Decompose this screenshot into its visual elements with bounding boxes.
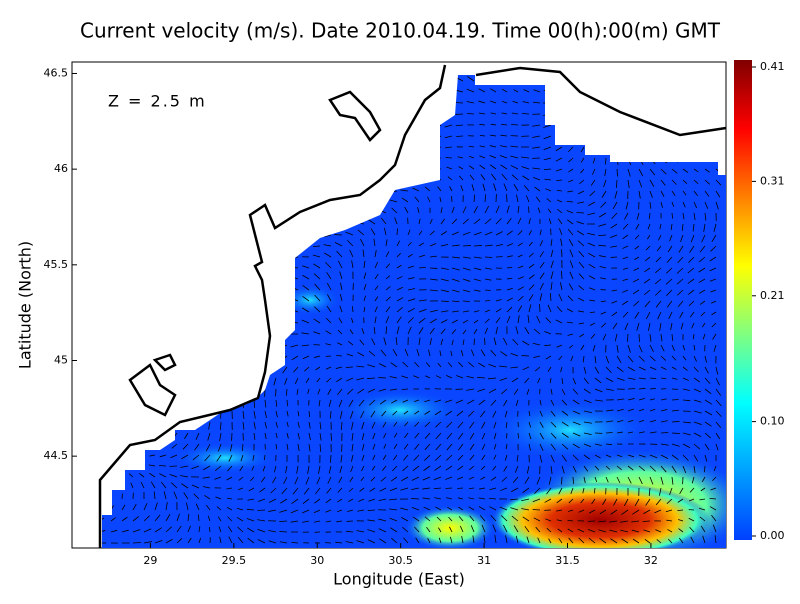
velocity-arrow — [331, 433, 332, 441]
velocity-arrow — [506, 433, 507, 438]
velocity-arrow — [474, 245, 482, 246]
x-tick-label: 31 — [477, 554, 491, 567]
velocity-arrow — [661, 432, 668, 433]
velocity-arrow — [672, 433, 680, 434]
velocity-arrow — [485, 300, 490, 301]
velocity-arrow — [485, 290, 491, 291]
velocity-arrow — [378, 377, 386, 378]
velocity-arrow — [672, 421, 679, 422]
x-axis-label: Longitude (East) — [333, 570, 465, 589]
velocity-arrow — [561, 477, 562, 484]
velocity-arrow — [522, 113, 529, 114]
velocity-arrow — [605, 158, 606, 164]
colorbar-tick-label: 0.41 — [760, 60, 785, 73]
velocity-arrow — [485, 257, 492, 258]
velocity-arrow — [264, 455, 265, 460]
x-tick-label: 31.5 — [555, 554, 580, 567]
velocity-arrow — [287, 400, 288, 406]
velocity-arrow — [411, 498, 419, 499]
y-tick-label: 45.5 — [44, 258, 69, 271]
velocity-arrow — [397, 228, 398, 235]
y-tick-label: 46.5 — [44, 66, 69, 79]
depth-annotation: Z = 2.5 m — [108, 92, 207, 111]
velocity-arrow — [544, 345, 551, 346]
velocity-arrow — [209, 527, 210, 532]
colorbar-tick-label: 0.21 — [760, 289, 785, 302]
velocity-arrow — [539, 304, 540, 312]
colorbar-tick-label: 0.10 — [760, 415, 785, 428]
x-tick-label: 32 — [644, 554, 658, 567]
velocity-arrow — [573, 477, 574, 484]
x-tick-label: 30 — [310, 554, 324, 567]
speed-patch — [175, 443, 275, 473]
velocity-arrow — [518, 433, 519, 439]
velocity-arrow — [643, 521, 650, 522]
velocity-arrow — [479, 124, 485, 125]
velocity-arrow — [220, 422, 221, 430]
velocity-arrow — [159, 465, 166, 466]
y-tick-label: 45 — [54, 353, 68, 366]
velocity-arrow — [457, 488, 463, 489]
x-tick-label: 29.5 — [222, 554, 247, 567]
velocity-arrow — [704, 466, 705, 472]
chart-title: Current velocity (m/s). Date 2010.04.19.… — [80, 19, 721, 43]
colorbar-tick-label: 0.00 — [760, 529, 785, 542]
y-axis-label: Latitude (North) — [16, 241, 35, 369]
velocity-arrow — [441, 301, 449, 302]
speed-patch — [490, 482, 710, 558]
velocity-arrow — [463, 245, 471, 246]
velocity-arrow — [467, 113, 474, 114]
velocity-arrow — [456, 136, 463, 137]
velocity-arrow — [627, 334, 628, 342]
velocity-arrow — [352, 306, 353, 312]
velocity-arrow — [257, 510, 265, 511]
velocity-arrow — [455, 102, 463, 103]
velocity-arrow — [445, 488, 452, 489]
velocity-arrow — [474, 339, 475, 345]
velocity-arrow — [133, 542, 141, 543]
x-tick-label: 30.5 — [388, 554, 413, 567]
colorbar-tick-label: 0.31 — [760, 174, 785, 187]
speed-patch — [340, 390, 460, 430]
y-tick-label: 46 — [54, 162, 68, 175]
velocity-arrow — [617, 169, 618, 177]
x-tick-label: 29 — [143, 554, 157, 567]
y-tick-label: 44.5 — [44, 449, 69, 462]
colorbar — [734, 60, 752, 540]
velocity-arrow — [561, 271, 562, 279]
